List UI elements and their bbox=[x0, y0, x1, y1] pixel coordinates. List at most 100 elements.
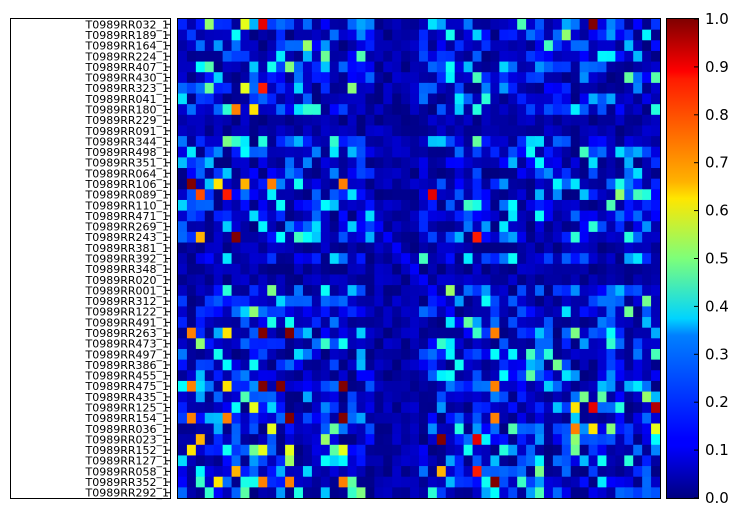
heatmap-cell bbox=[249, 444, 259, 457]
heatmap-cell bbox=[401, 61, 411, 73]
heatmap-cell bbox=[276, 380, 286, 393]
heatmap-cell bbox=[651, 19, 661, 31]
heatmap-cell bbox=[472, 61, 483, 73]
heatmap-cell bbox=[383, 263, 393, 276]
heatmap-cell bbox=[579, 157, 590, 169]
heatmap-cell bbox=[178, 391, 188, 403]
heatmap-cell bbox=[186, 221, 197, 233]
heatmap-cell bbox=[320, 434, 331, 446]
heatmap-cell bbox=[267, 104, 277, 116]
heatmap-cell bbox=[356, 29, 367, 41]
heatmap-cell bbox=[588, 50, 599, 63]
heatmap-cell bbox=[499, 359, 509, 371]
heatmap-cell bbox=[410, 157, 420, 169]
heatmap-cell bbox=[365, 29, 375, 41]
heatmap-cell bbox=[347, 455, 358, 467]
heatmap-cell bbox=[552, 189, 563, 201]
heatmap-cell bbox=[543, 327, 554, 339]
heatmap-cell bbox=[258, 82, 268, 95]
heatmap-cell bbox=[419, 359, 429, 371]
heatmap-cell bbox=[463, 306, 474, 318]
heatmap-cell bbox=[240, 253, 251, 265]
heatmap-cell bbox=[276, 61, 286, 73]
heatmap-cell bbox=[526, 146, 536, 158]
heatmap-cell bbox=[597, 82, 608, 95]
heatmap-cell bbox=[374, 82, 384, 95]
heatmap-cell bbox=[490, 210, 500, 222]
row-label: T0989RR189_1 bbox=[85, 29, 170, 42]
heatmap-cell bbox=[445, 61, 456, 73]
heatmap-cell bbox=[240, 210, 251, 222]
heatmap-cell bbox=[285, 434, 295, 446]
heatmap-cell bbox=[383, 402, 393, 414]
heatmap-cell bbox=[624, 274, 634, 286]
heatmap-cell bbox=[597, 29, 608, 41]
heatmap-cell bbox=[267, 327, 277, 339]
heatmap-cell bbox=[186, 189, 197, 201]
heatmap-cell bbox=[320, 199, 331, 212]
heatmap-cell bbox=[517, 327, 527, 339]
heatmap-cell bbox=[427, 466, 438, 478]
heatmap-cell bbox=[365, 242, 375, 254]
heatmap-cell bbox=[615, 61, 625, 73]
heatmap-cell bbox=[552, 19, 563, 31]
heatmap-cell bbox=[204, 114, 215, 127]
heatmap-cell bbox=[311, 380, 322, 393]
heatmap-cell bbox=[311, 487, 322, 499]
heatmap-cell bbox=[526, 253, 536, 265]
heatmap-cell bbox=[267, 476, 277, 488]
heatmap-cell bbox=[436, 380, 447, 393]
heatmap-cell bbox=[186, 380, 197, 393]
heatmap-cell bbox=[213, 168, 224, 180]
heatmap-cell bbox=[356, 423, 367, 435]
heatmap-cell bbox=[347, 348, 358, 361]
heatmap-cell bbox=[481, 348, 492, 361]
heatmap-cell bbox=[508, 359, 518, 371]
heatmap-cell bbox=[499, 263, 509, 276]
heatmap-cell bbox=[543, 40, 554, 52]
heatmap-cell bbox=[579, 348, 590, 361]
heatmap-cell bbox=[472, 295, 483, 307]
heatmap-cell bbox=[463, 157, 474, 169]
heatmap-cell bbox=[517, 455, 527, 467]
heatmap-cell bbox=[570, 114, 581, 127]
heatmap-cell bbox=[517, 157, 527, 169]
heatmap-cell bbox=[374, 50, 384, 63]
heatmap-cell bbox=[615, 370, 625, 382]
row-label: T0989RR001_1 bbox=[85, 284, 170, 297]
heatmap-cell bbox=[481, 487, 492, 499]
heatmap-cell bbox=[213, 274, 224, 286]
heatmap-cell bbox=[633, 50, 643, 63]
heatmap-cell bbox=[543, 391, 554, 403]
heatmap-cell bbox=[597, 285, 608, 297]
heatmap-cell bbox=[588, 274, 599, 286]
heatmap-cell bbox=[240, 476, 251, 488]
heatmap-cell bbox=[427, 19, 438, 31]
heatmap-cell bbox=[195, 29, 206, 41]
heatmap-cell bbox=[213, 40, 224, 52]
heatmap-cell bbox=[543, 487, 554, 499]
colorbar-tick-label: 1.0 bbox=[705, 10, 729, 28]
colorbar-tick-label: 0.9 bbox=[705, 58, 729, 76]
heatmap-cell bbox=[499, 231, 509, 244]
heatmap-cell bbox=[347, 295, 358, 307]
heatmap-cell bbox=[427, 348, 438, 361]
heatmap-cell bbox=[624, 455, 634, 467]
heatmap-cell bbox=[597, 380, 608, 393]
heatmap-cell bbox=[213, 61, 224, 73]
heatmap-cell bbox=[410, 29, 420, 41]
heatmap-cell bbox=[517, 189, 527, 201]
heatmap-cell bbox=[499, 178, 509, 190]
heatmap-cell bbox=[338, 327, 349, 339]
heatmap-cell bbox=[213, 402, 224, 414]
heatmap-cell bbox=[651, 168, 661, 180]
heatmap-cell bbox=[258, 444, 268, 457]
heatmap-cell bbox=[642, 221, 652, 233]
heatmap-cell bbox=[472, 210, 483, 222]
heatmap-cell bbox=[320, 114, 331, 127]
heatmap-cell bbox=[231, 40, 242, 52]
row-label: T0989RR164_1 bbox=[85, 40, 170, 53]
heatmap-cell bbox=[427, 370, 438, 382]
heatmap-cell bbox=[186, 114, 197, 127]
row-label: T0989RR351_1 bbox=[85, 157, 170, 170]
